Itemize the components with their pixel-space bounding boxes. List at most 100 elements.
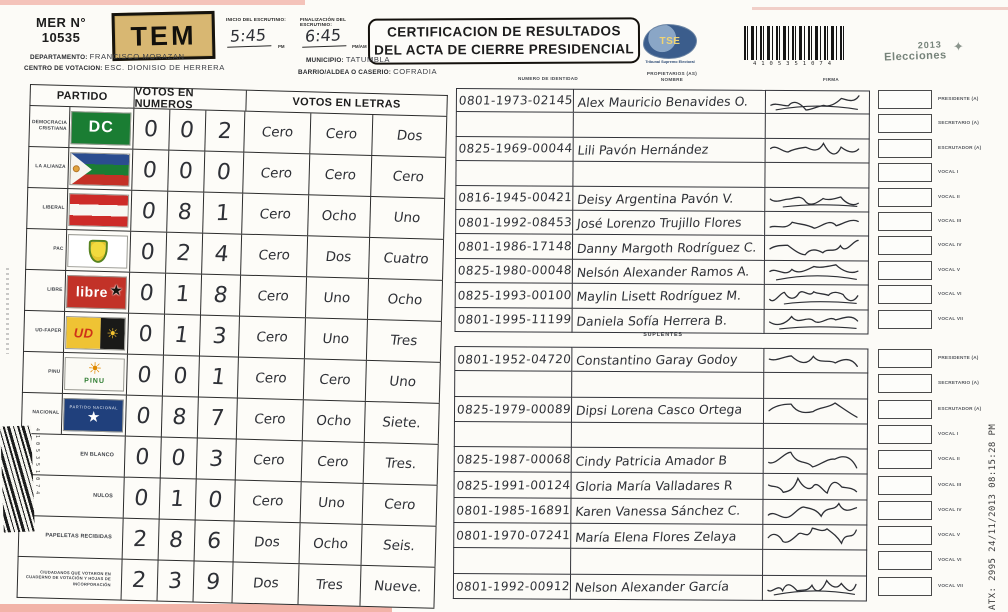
party-label: LA ALIANZA — [28, 147, 70, 189]
party-name-libre: libre — [75, 283, 109, 301]
signature-scribble — [769, 219, 859, 229]
votes-digit-cell: 0 — [160, 437, 198, 479]
member-id-cell — [454, 371, 573, 398]
handwritten-word: Cero — [254, 370, 288, 387]
member-signature-cell — [764, 236, 870, 262]
votes-digit-cell: 8 — [200, 274, 242, 316]
votes-digit-cell: 3 — [196, 438, 238, 480]
votes-digit-cell: 8 — [161, 396, 199, 438]
col-votos-numeros: VOTOS EN NUMEROS — [134, 86, 247, 111]
member-signature-cell — [764, 309, 869, 335]
member-id-handwritten: 0825-1991-00124 — [455, 477, 572, 493]
signature-scribble — [768, 314, 859, 330]
member-name-cell: Alex Mauricio Benavides O. — [573, 88, 766, 115]
elecciones-2013-logo: ✦ 2013 Elecciones — [884, 39, 971, 64]
results-table: PARTIDO VOTOS EN NUMEROS VOTOS EN LETRAS… — [16, 84, 448, 609]
party-flag-cell — [67, 189, 132, 231]
flag-dc-icon: DC — [70, 110, 132, 146]
barcode-top — [744, 26, 845, 60]
member-id-handwritten: 0825-1987-00068 — [456, 452, 572, 467]
propietario-role-signature-box — [878, 90, 932, 109]
votes-digit-cell: 0 — [195, 479, 237, 521]
votes-word-cell: Uno — [306, 277, 370, 319]
member-row — [453, 548, 868, 577]
signature-scribble — [767, 477, 858, 495]
votes-digit-cell: 2 — [122, 518, 160, 560]
votes-word-cell: Cero — [238, 357, 306, 400]
party-label: LIBRE — [25, 269, 67, 311]
signature-scribble — [769, 195, 859, 208]
handwritten-word: Cero — [391, 168, 425, 186]
votes-digit-cell: 0 — [128, 272, 166, 314]
member-row: 0801-1992-00912 Nelson Alexander García — [452, 573, 868, 602]
member-id-handwritten: 0801-1973-02145 — [458, 93, 574, 108]
votes-digit-cell: 0 — [125, 395, 163, 437]
party-label: UD-FAPER — [24, 310, 65, 352]
member-name-handwritten: María Elena Flores Zelaya — [574, 528, 738, 545]
member-row: 0825-1979-00089 Dipsi Lorena Casco Ortega — [453, 396, 869, 425]
departamento-value: FRANCISCO MORAZAN — [89, 52, 185, 61]
votes-digit-cell: 7 — [197, 397, 239, 439]
votes-digit-cell: 0 — [130, 190, 168, 232]
member-name-handwritten: Deisy Argentina Pavón V. — [576, 190, 735, 207]
alianza-emblem-icon — [73, 164, 81, 172]
handwritten-word: Ocho — [321, 208, 358, 225]
member-id-handwritten: 0801-1995-11199 — [456, 312, 573, 327]
votes-word-cell: Cero — [304, 359, 368, 401]
member-name-cell: Nelsón Alexander Ramos A. — [572, 259, 765, 286]
member-id-cell: 0801-1986-17148 — [454, 234, 574, 260]
handwritten-digit: 2 — [132, 526, 149, 552]
votes-word-cell: Cero — [235, 480, 302, 523]
votes-digit-cell: 1 — [159, 478, 197, 520]
member-id-cell: 0801-1995-11199 — [454, 307, 573, 333]
handwritten-word: Dos — [252, 575, 280, 592]
handwritten-digit: 2 — [174, 240, 193, 266]
handwritten-digit: 8 — [211, 282, 230, 308]
propietario-role-label: SECRETARIO (A) — [938, 120, 979, 126]
member-name-handwritten: Cindy Patricia Amador B — [574, 452, 728, 469]
member-row: 0801-1973-02145 Alex Mauricio Benavides O… — [455, 88, 870, 115]
propietario-role-label: ESCRUTADOR (A) — [938, 144, 982, 150]
votes-word-cell: Dos — [372, 115, 448, 157]
votes-word-cell: Dos — [234, 521, 301, 564]
party-label: LIBERAL — [27, 187, 69, 230]
member-name-cell — [572, 372, 765, 399]
barrio-label: BARRIO/ALDEA O CASERIO: — [298, 69, 392, 76]
handwritten-digit: 0 — [140, 198, 158, 225]
member-row — [455, 161, 870, 189]
form-title-line2: DEL ACTA DE CIERRE PRESIDENCIAL — [374, 41, 635, 58]
ud-yellow-half: UD — [66, 316, 101, 349]
party-flag-cell: libre ★ — [64, 271, 130, 313]
member-name-cell: Daniela Sofía Herrera B. — [572, 308, 765, 334]
fin-time-handwritten: 6:45 — [302, 25, 348, 48]
handwritten-digit: 1 — [174, 281, 191, 307]
pac-shield-icon — [88, 239, 108, 263]
votes-digit-cell: 3 — [157, 560, 195, 602]
flag-pinu-icon: ☀ PINU — [64, 356, 126, 392]
handwritten-digit: 0 — [138, 280, 156, 306]
flag-pac-icon — [67, 233, 129, 269]
handwritten-digit: 7 — [209, 405, 226, 431]
handwritten-word: Cero — [260, 165, 294, 182]
votes-digit-cell: 2 — [121, 559, 159, 601]
member-id-cell: 0825-1980-00048 — [454, 258, 573, 284]
votes-digit-cell: 2 — [204, 110, 246, 152]
member-signature-cell — [765, 163, 870, 189]
member-name-handwritten: Lili Pavón Hernández — [576, 141, 710, 158]
votes-word-cell: Cero — [236, 439, 304, 482]
barrio-line: BARRIO/ALDEA O CASERIO: COFRADIA — [298, 67, 437, 76]
propietario-role-label: VOCAL VI — [938, 291, 962, 297]
handwritten-word: Dos — [253, 534, 281, 551]
votes-digit-cell: 8 — [158, 519, 196, 561]
municipio-value: TATUMBLA — [345, 55, 391, 64]
member-name-cell — [571, 549, 764, 576]
member-row: 0801-1995-11199 Daniela Sofía Herrera B. — [454, 307, 869, 335]
member-name-cell: Lili Pavón Hernández — [573, 137, 766, 164]
handwritten-word: Uno — [317, 494, 347, 512]
municipio-line: MUNICIPIO: TATUMBLA — [306, 55, 390, 64]
member-name-handwritten: Alex Mauricio Benavides O. — [577, 93, 749, 110]
member-row — [455, 112, 870, 140]
votes-digit-cell: 0 — [126, 354, 164, 396]
member-row: 0825-1987-00068 Cindy Patricia Amador B — [453, 447, 868, 476]
